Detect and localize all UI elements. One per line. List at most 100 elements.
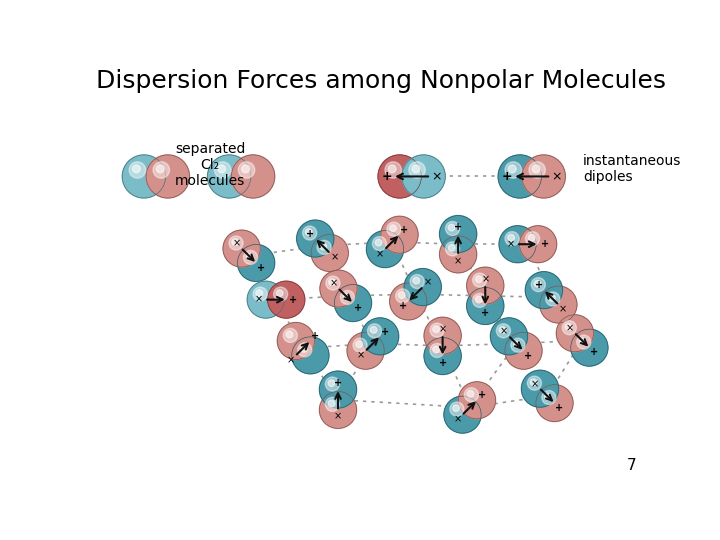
- Text: instantaneous
dipoles: instantaneous dipoles: [583, 154, 681, 184]
- Circle shape: [217, 165, 225, 173]
- Circle shape: [571, 329, 608, 366]
- Circle shape: [300, 346, 307, 352]
- Circle shape: [549, 295, 555, 301]
- Circle shape: [526, 272, 562, 309]
- Circle shape: [402, 155, 445, 198]
- Circle shape: [557, 315, 593, 352]
- Text: ×: ×: [552, 170, 562, 183]
- Circle shape: [529, 162, 546, 178]
- Circle shape: [404, 268, 441, 306]
- Circle shape: [378, 155, 421, 198]
- Circle shape: [153, 162, 169, 178]
- Circle shape: [467, 390, 474, 397]
- Circle shape: [390, 283, 427, 320]
- Circle shape: [433, 326, 439, 333]
- Circle shape: [341, 291, 354, 305]
- Circle shape: [366, 231, 404, 267]
- Circle shape: [520, 226, 557, 262]
- Text: +: +: [400, 225, 408, 235]
- Text: ×: ×: [255, 295, 263, 305]
- Circle shape: [302, 226, 317, 240]
- Circle shape: [540, 286, 577, 323]
- Circle shape: [526, 232, 539, 246]
- Circle shape: [536, 384, 573, 422]
- Circle shape: [370, 327, 377, 333]
- Circle shape: [375, 239, 382, 246]
- Circle shape: [528, 234, 535, 241]
- Circle shape: [229, 236, 243, 250]
- Text: +: +: [400, 301, 408, 311]
- Circle shape: [530, 379, 537, 386]
- Circle shape: [424, 317, 462, 354]
- Text: +: +: [535, 280, 543, 291]
- Circle shape: [297, 220, 334, 257]
- Circle shape: [534, 280, 541, 287]
- Circle shape: [467, 287, 504, 325]
- Circle shape: [513, 341, 521, 348]
- Circle shape: [531, 278, 545, 292]
- Circle shape: [532, 165, 540, 173]
- Circle shape: [334, 285, 372, 321]
- Circle shape: [356, 341, 362, 348]
- Circle shape: [562, 321, 577, 335]
- Text: ×: ×: [233, 239, 241, 249]
- Text: ×: ×: [531, 379, 539, 389]
- Circle shape: [505, 232, 519, 246]
- Circle shape: [292, 337, 329, 374]
- Circle shape: [247, 281, 284, 318]
- Circle shape: [413, 277, 420, 284]
- Circle shape: [490, 318, 528, 355]
- Circle shape: [372, 237, 387, 251]
- Circle shape: [522, 155, 565, 198]
- Circle shape: [542, 390, 556, 404]
- Circle shape: [238, 162, 255, 178]
- Circle shape: [527, 376, 541, 390]
- Circle shape: [156, 165, 164, 173]
- Circle shape: [472, 273, 487, 287]
- Text: ×: ×: [454, 414, 462, 424]
- Circle shape: [409, 162, 426, 178]
- Circle shape: [430, 343, 444, 357]
- Text: ×: ×: [330, 253, 338, 263]
- Text: ×: ×: [376, 249, 384, 259]
- Circle shape: [232, 239, 238, 246]
- Circle shape: [325, 397, 340, 411]
- Circle shape: [446, 221, 459, 235]
- Circle shape: [508, 165, 516, 173]
- Circle shape: [241, 165, 249, 173]
- Text: ×: ×: [431, 170, 441, 183]
- Circle shape: [496, 324, 510, 338]
- Circle shape: [449, 245, 455, 251]
- Circle shape: [475, 296, 482, 303]
- Text: separated
Cl₂
molecules: separated Cl₂ molecules: [175, 142, 246, 188]
- Text: ×: ×: [330, 279, 338, 289]
- Text: +: +: [541, 239, 549, 249]
- Circle shape: [521, 370, 559, 407]
- Circle shape: [472, 293, 487, 307]
- Text: ×: ×: [356, 350, 365, 361]
- Circle shape: [311, 234, 348, 272]
- Text: +: +: [382, 170, 392, 183]
- Circle shape: [283, 328, 297, 342]
- Circle shape: [444, 396, 481, 433]
- Circle shape: [320, 270, 357, 307]
- Circle shape: [253, 287, 267, 301]
- Circle shape: [390, 225, 396, 232]
- Text: +: +: [381, 327, 389, 336]
- Circle shape: [238, 245, 275, 281]
- Text: +: +: [257, 263, 265, 273]
- Circle shape: [207, 155, 251, 198]
- Circle shape: [475, 276, 482, 282]
- Text: +: +: [481, 308, 490, 318]
- Circle shape: [246, 253, 253, 260]
- Circle shape: [565, 323, 572, 330]
- Circle shape: [459, 382, 495, 418]
- Circle shape: [215, 162, 231, 178]
- Text: +: +: [555, 403, 563, 413]
- Text: +: +: [307, 229, 315, 239]
- Circle shape: [256, 290, 263, 296]
- Text: Dispersion Forces among Nonpolar Molecules: Dispersion Forces among Nonpolar Molecul…: [96, 69, 666, 93]
- Circle shape: [361, 318, 399, 355]
- Circle shape: [467, 267, 504, 304]
- Text: ×: ×: [507, 239, 515, 249]
